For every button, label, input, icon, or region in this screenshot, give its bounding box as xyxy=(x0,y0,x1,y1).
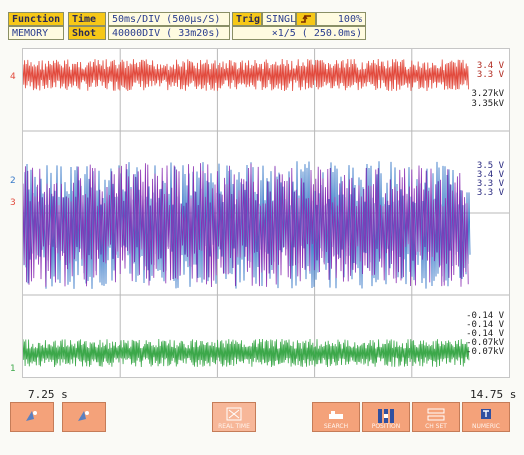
ch4-readout-3: 3.27kV xyxy=(471,89,504,99)
numeric-icon xyxy=(478,407,494,426)
search-caption: SEARCH xyxy=(323,423,349,430)
ch1-readout-1: -0.14 V xyxy=(466,311,504,321)
shot-value[interactable]: 40000DIV ( 33m20s) xyxy=(108,26,230,40)
channel-1-marker: 1 xyxy=(10,364,16,374)
ch23-readout-2: 3.4 V xyxy=(476,170,504,180)
function-value[interactable]: MEMORY xyxy=(8,26,64,40)
waveform-display[interactable] xyxy=(22,48,510,378)
ch23-readout-1: 3.5 V xyxy=(476,161,504,171)
ch1-readout-4: -0.07kV xyxy=(466,338,504,348)
time-start-label: 7.25 s xyxy=(28,388,68,401)
numeric-button[interactable]: NUMERIC xyxy=(462,402,510,432)
ch4-readout-2: 3.3 V xyxy=(476,70,504,80)
realtime-caption: REAL TIME xyxy=(218,423,250,430)
position-icon xyxy=(376,407,396,429)
cursor-a-icon xyxy=(23,407,41,429)
position-button[interactable]: POSITION xyxy=(362,402,410,432)
ch1-readout-5: -0.07kV xyxy=(466,347,504,357)
numeric-caption: NUMERIC xyxy=(472,423,500,430)
ch23-readout-3: 3.3 V xyxy=(476,179,504,189)
trig-label[interactable]: Trig xyxy=(232,12,262,26)
channel-4-trace xyxy=(22,58,469,92)
trig-mode[interactable]: SINGLE xyxy=(262,12,302,26)
channel-4-marker: 4 xyxy=(10,72,16,82)
timebase-value[interactable]: 50ms/DIV (500µs/S) xyxy=(108,12,230,26)
ch4-readout-1: 3.4 V xyxy=(476,61,504,71)
time-label[interactable]: Time xyxy=(68,12,106,26)
softkey-bar: REAL TIME SEARCH POSITION CH SET NUMERIC xyxy=(0,402,524,436)
channel-3-trace xyxy=(22,163,469,287)
ch23-readout-4: 3.3 V xyxy=(476,188,504,198)
trigger-edge-icon xyxy=(296,12,316,26)
realtime-icon xyxy=(225,407,243,427)
realtime-button[interactable]: REAL TIME xyxy=(212,402,256,432)
channel-1-trace xyxy=(22,338,470,368)
status-header: Function MEMORY Time Shot 50ms/DIV (500µ… xyxy=(8,12,378,42)
search-icon xyxy=(327,407,345,426)
waveform-canvas xyxy=(22,49,509,377)
position-caption: POSITION xyxy=(371,423,401,430)
channel-3-marker: 3 xyxy=(10,198,16,208)
cursor-b-button[interactable] xyxy=(62,402,106,432)
function-label[interactable]: Function xyxy=(8,12,64,26)
channel-2-marker: 2 xyxy=(10,176,16,186)
cursor-b-icon xyxy=(75,407,93,429)
time-end-label: 14.75 s xyxy=(470,388,517,401)
shot-label[interactable]: Shot xyxy=(68,26,106,40)
trigger-edge-glyph xyxy=(301,14,311,23)
channel-set-button[interactable]: CH SET xyxy=(412,402,460,432)
ch1-readout-2: -0.14 V xyxy=(466,320,504,330)
ch4-readout-4: 3.35kV xyxy=(471,99,504,109)
zoom-value[interactable]: ×1/5 ( 250.0ms) xyxy=(232,26,366,40)
ch1-readout-3: -0.14 V xyxy=(466,329,504,339)
channel-set-caption: CH SET xyxy=(425,423,447,430)
cursor-a-button[interactable] xyxy=(10,402,54,432)
search-button[interactable]: SEARCH xyxy=(312,402,360,432)
channel-set-icon xyxy=(426,407,446,427)
record-percent: 100% xyxy=(316,12,366,26)
